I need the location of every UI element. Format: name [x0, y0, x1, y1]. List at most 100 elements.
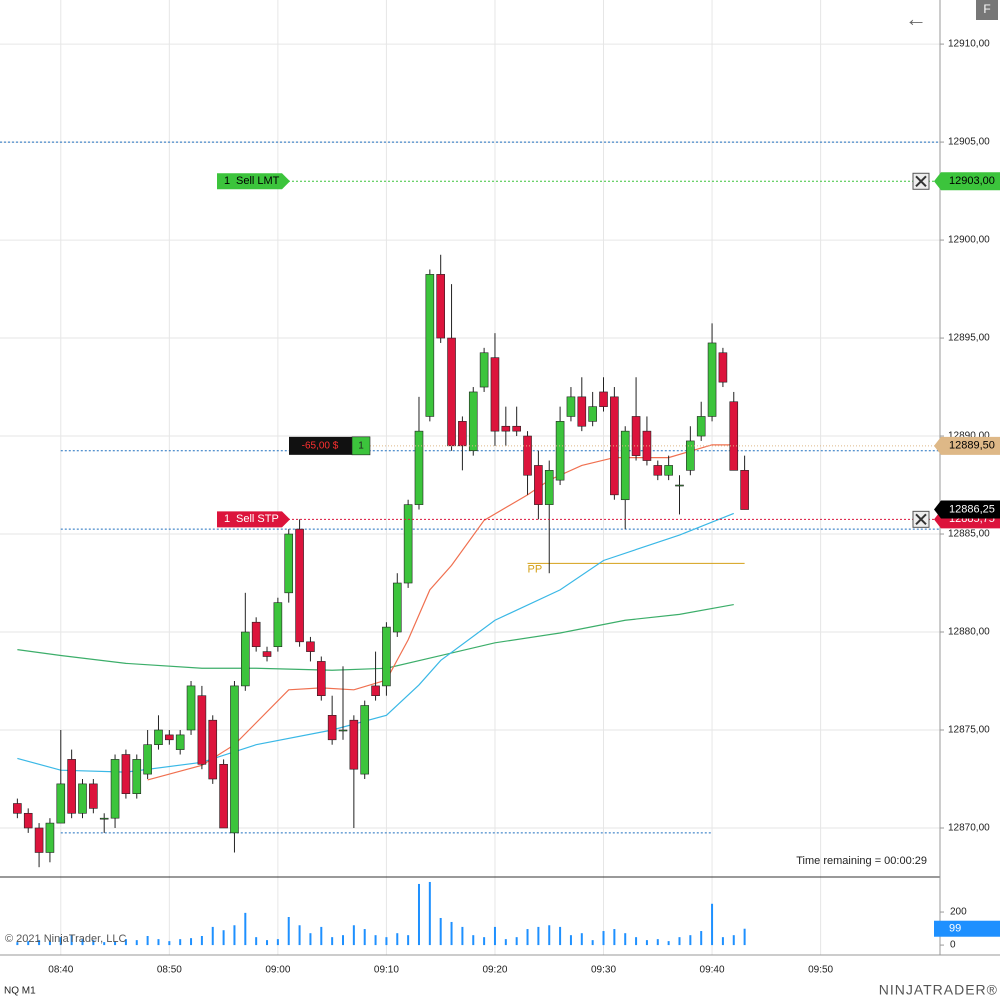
volume-bar [656, 939, 659, 946]
volume-bar [385, 937, 388, 946]
candle-body [143, 744, 152, 775]
volume-bar [537, 926, 540, 946]
volume-bar [635, 937, 638, 946]
volume-bar [548, 925, 551, 946]
volume-bar [711, 903, 714, 946]
candle-body [599, 391, 608, 407]
volume-bar [124, 939, 127, 946]
volume-value-tag [934, 920, 1000, 937]
y-tick-label: 12875,00 [948, 725, 990, 736]
candle-body [154, 729, 163, 745]
candle-body [67, 759, 76, 814]
candle-body [675, 484, 684, 487]
x-tick-label: 09:20 [482, 965, 507, 976]
candle-body [349, 719, 359, 770]
candle-body [718, 352, 728, 383]
order-tag[interactable] [217, 173, 290, 190]
order-quantity: 1 [224, 513, 230, 525]
candle-body [197, 695, 207, 765]
candle-body [534, 465, 543, 505]
candle-body [566, 396, 576, 417]
candle-body [555, 421, 565, 481]
volume-bar [103, 942, 106, 946]
volume-bar [222, 930, 225, 946]
candle-body [110, 759, 120, 819]
volume-bar [613, 929, 616, 946]
candle-body [610, 396, 619, 496]
volume-bar [559, 926, 562, 946]
volume-bar [428, 881, 431, 946]
y-tick-label: 12890,00 [948, 431, 990, 442]
volume-bar [439, 917, 442, 946]
candle-body [740, 470, 749, 510]
candle-body [208, 719, 218, 780]
volume-bar [16, 942, 19, 946]
candle-body [251, 621, 261, 648]
candle-body [631, 416, 641, 456]
x-tick-label: 09:50 [808, 965, 833, 976]
candle-body [512, 425, 521, 432]
candle-body [447, 337, 456, 447]
candle-body [262, 651, 272, 657]
volume-bar [493, 926, 496, 946]
candle-body [338, 729, 348, 732]
candle-body [653, 465, 663, 476]
candle-body [186, 685, 196, 731]
volume-bar [569, 935, 572, 946]
candle-body [13, 803, 22, 814]
volume-bar [255, 937, 258, 946]
candle-body [729, 401, 739, 471]
candle-body [403, 504, 413, 584]
order-type: Sell STP [236, 513, 279, 525]
candle-body [696, 416, 706, 437]
last-price-tag-label: 12886,25 [949, 503, 995, 515]
candle-body [414, 430, 424, 505]
y-tick-label: 12910,00 [948, 39, 990, 50]
volume-bar [114, 941, 117, 946]
volume-bar [244, 912, 247, 946]
menu-button[interactable] [976, 0, 998, 20]
candle-body [284, 533, 294, 594]
volume-bar [483, 937, 486, 946]
order-tag[interactable] [217, 511, 290, 528]
volume-bar [276, 939, 279, 946]
volume-bar [526, 929, 529, 946]
volume-bar [92, 940, 95, 946]
volume-bar [689, 935, 692, 946]
position-quantity-box[interactable] [351, 436, 371, 456]
y-tick-label: 12900,00 [948, 235, 990, 246]
order-price-tag [934, 172, 1000, 191]
pivot-label: PP [528, 563, 543, 575]
volume-bar [504, 939, 507, 946]
back-arrow[interactable]: ← [905, 6, 927, 31]
position-pnl-box[interactable] [289, 436, 352, 455]
volume-tick-label: 0 [950, 940, 956, 951]
y-tick-label: 12885,00 [948, 529, 990, 540]
volume-bar [135, 940, 138, 946]
candle-body [121, 754, 131, 794]
volume-bar [27, 941, 30, 946]
volume-bar [591, 940, 594, 946]
candle-body [371, 685, 380, 697]
volume-bar [472, 935, 475, 946]
volume-bar [396, 933, 399, 946]
volume-bar [168, 941, 171, 946]
candle-body [468, 391, 478, 452]
candle-body [132, 759, 142, 794]
y-tick-label: 12880,00 [948, 627, 990, 638]
volume-bar [320, 926, 323, 946]
candle-body [327, 715, 337, 741]
y-tick-label: 12870,00 [948, 823, 990, 834]
x-tick-label: 09:30 [591, 965, 616, 976]
position-price-tag-label: 12889,50 [949, 440, 995, 452]
order-quantity: 1 [224, 175, 230, 187]
volume-bar [363, 929, 366, 946]
candle-body [45, 822, 55, 853]
y-tick-label: 12905,00 [948, 137, 990, 148]
volume-bar [407, 935, 410, 946]
copyright: © 2021 NinjaTrader, LLC [5, 933, 126, 945]
volume-bar [309, 933, 312, 946]
instrument-label: NQ M1 [4, 986, 36, 997]
